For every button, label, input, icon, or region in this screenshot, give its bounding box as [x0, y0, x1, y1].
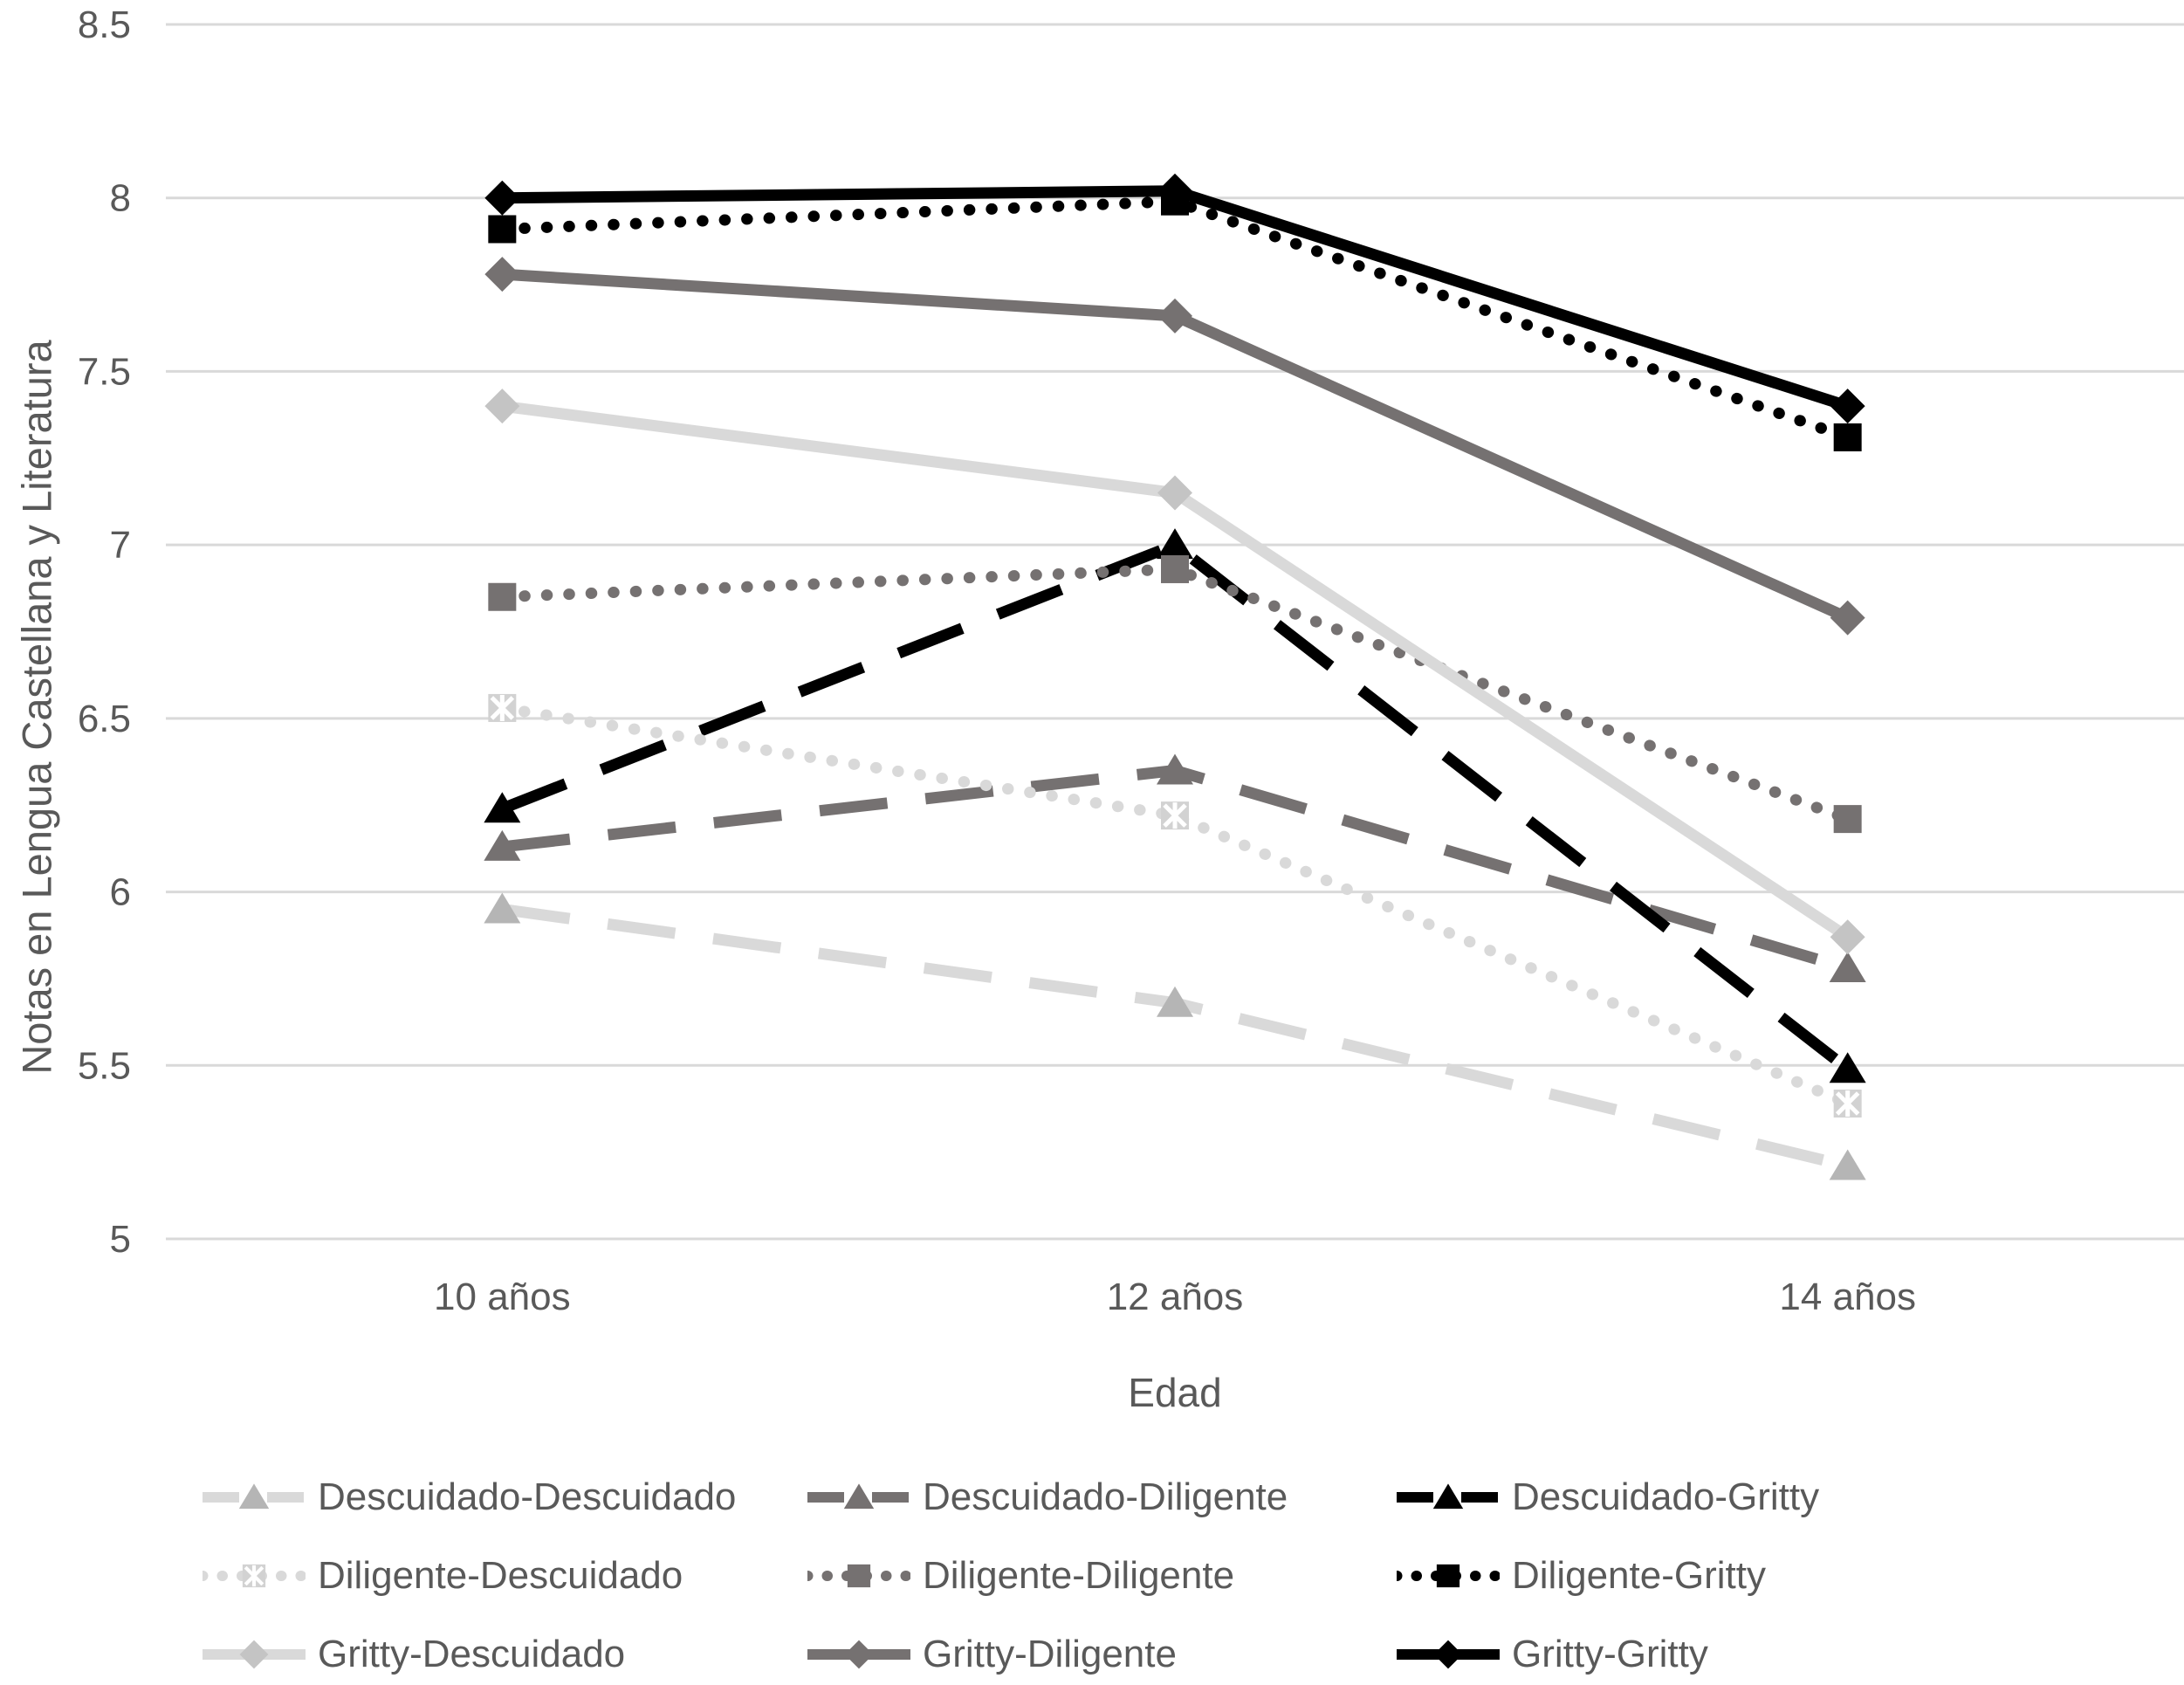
series-Descuidado-Descuidado: [484, 892, 1866, 1180]
series-line: [501, 904, 1850, 1172]
series-Descuidado-Diligente: [484, 753, 1866, 983]
series-line: [496, 702, 1854, 1110]
square-marker: [488, 582, 517, 611]
star-square-marker: [488, 693, 517, 722]
square-marker: [1436, 1564, 1460, 1588]
legend-label: Diligente-Diligente: [923, 1554, 1235, 1597]
legend-label: Gritty-Diligente: [923, 1633, 1177, 1675]
diamond-marker: [1157, 475, 1192, 511]
diamond-marker: [1157, 298, 1192, 334]
legend-label: Diligente-Descuidado: [318, 1554, 683, 1597]
series-Gritty-Diligente: [484, 257, 1865, 636]
diamond-marker: [484, 389, 520, 424]
y-tick-label: 5: [110, 1218, 131, 1261]
y-tick-label: 8: [110, 177, 131, 220]
triangle-marker: [1157, 528, 1193, 560]
triangle-marker: [843, 1483, 875, 1510]
square-marker: [1833, 423, 1862, 451]
x-tick-label: 10 años: [434, 1276, 571, 1318]
legend-swatch-solid-diamond: [807, 1640, 910, 1669]
series-Descuidado-Gritty: [484, 528, 1866, 1083]
y-axis-title: Notas en Lengua Castellana y Literatura: [13, 340, 60, 1075]
star-square-marker: [1161, 801, 1189, 830]
legend-item-descuidado-gritty: Descuidado-Gritty: [1397, 1475, 1820, 1518]
legend-label: Descuidado-Diligente: [923, 1475, 1288, 1518]
legend-swatch-dashed-triangle: [1397, 1483, 1500, 1510]
series-Diligente-Descuidado: [488, 693, 1862, 1118]
triangle-marker: [1157, 753, 1193, 785]
series-Diligente-Diligente: [488, 554, 1862, 834]
y-tick-label: 8.5: [78, 3, 131, 46]
legend-label: Gritty-Descuidado: [318, 1633, 626, 1675]
triangle-marker: [1157, 986, 1193, 1017]
diamond-marker: [1830, 389, 1865, 424]
square-marker: [1833, 805, 1862, 834]
legend-swatch-dotted-star-square: [203, 1564, 306, 1588]
x-axis-title: Edad: [1128, 1370, 1222, 1415]
series-Gritty-Descuidado: [484, 389, 1865, 955]
diamond-marker: [1830, 600, 1865, 636]
legend-item-gritty-gritty: Gritty-Gritty: [1397, 1633, 1708, 1675]
legend-label: Gritty-Gritty: [1512, 1633, 1708, 1675]
legend-item-gritty-descuidado: Gritty-Descuidado: [203, 1633, 625, 1675]
legend-item-diligente-gritty: Diligente-Gritty: [1397, 1554, 1766, 1597]
legend-swatch-solid-diamond: [1397, 1640, 1500, 1669]
square-marker: [1161, 554, 1189, 583]
triangle-marker: [1432, 1483, 1464, 1510]
legend-item-diligente-descuidado: Diligente-Descuidado: [203, 1554, 683, 1597]
legend-item-descuidado-descuidado: Descuidado-Descuidado: [203, 1475, 737, 1518]
triangle-marker: [238, 1483, 270, 1510]
triangle-marker: [1829, 1149, 1866, 1180]
diamond-marker: [484, 180, 520, 216]
legend-item-diligente-diligente: Diligente-Diligente: [807, 1554, 1235, 1597]
legend-swatch-dashed-triangle: [203, 1483, 306, 1510]
diamond-marker: [239, 1640, 269, 1669]
legend-swatch-dotted-square: [1397, 1564, 1500, 1588]
y-tick-label: 6.5: [78, 698, 131, 740]
diamond-marker: [1830, 919, 1865, 955]
legend-item-descuidado-diligente: Descuidado-Diligente: [807, 1475, 1288, 1518]
triangle-marker: [484, 892, 521, 924]
triangle-marker: [1829, 952, 1866, 983]
legend-swatch-dashed-triangle: [807, 1483, 910, 1510]
legend-label: Diligente-Gritty: [1512, 1554, 1766, 1597]
triangle-marker: [484, 829, 521, 861]
diamond-marker: [484, 257, 520, 292]
triangle-marker: [1829, 1052, 1866, 1083]
square-marker: [847, 1564, 871, 1588]
series-Gritty-Gritty: [484, 173, 1865, 424]
series-line: [499, 539, 1851, 1074]
y-tick-label: 5.5: [78, 1044, 131, 1087]
x-tick-label: 12 años: [1107, 1276, 1244, 1318]
legend-swatch-dotted-square: [807, 1564, 910, 1588]
y-tick-label: 6: [110, 871, 131, 914]
x-tick-label: 14 años: [1779, 1276, 1916, 1318]
star-square-marker: [1833, 1090, 1862, 1118]
legend-item-gritty-diligente: Gritty-Diligente: [807, 1633, 1177, 1675]
y-tick-label: 7.5: [78, 350, 131, 393]
legend-swatch-solid-diamond: [203, 1640, 306, 1669]
diamond-marker: [1157, 173, 1192, 209]
star-square-marker: [242, 1564, 266, 1588]
square-marker: [488, 215, 517, 244]
diamond-marker: [844, 1640, 874, 1669]
legend-label: Descuidado-Descuidado: [318, 1475, 737, 1518]
legend-label: Descuidado-Gritty: [1512, 1475, 1820, 1518]
triangle-marker: [484, 792, 521, 823]
y-tick-label: 7: [110, 524, 131, 567]
diamond-marker: [1433, 1640, 1463, 1669]
